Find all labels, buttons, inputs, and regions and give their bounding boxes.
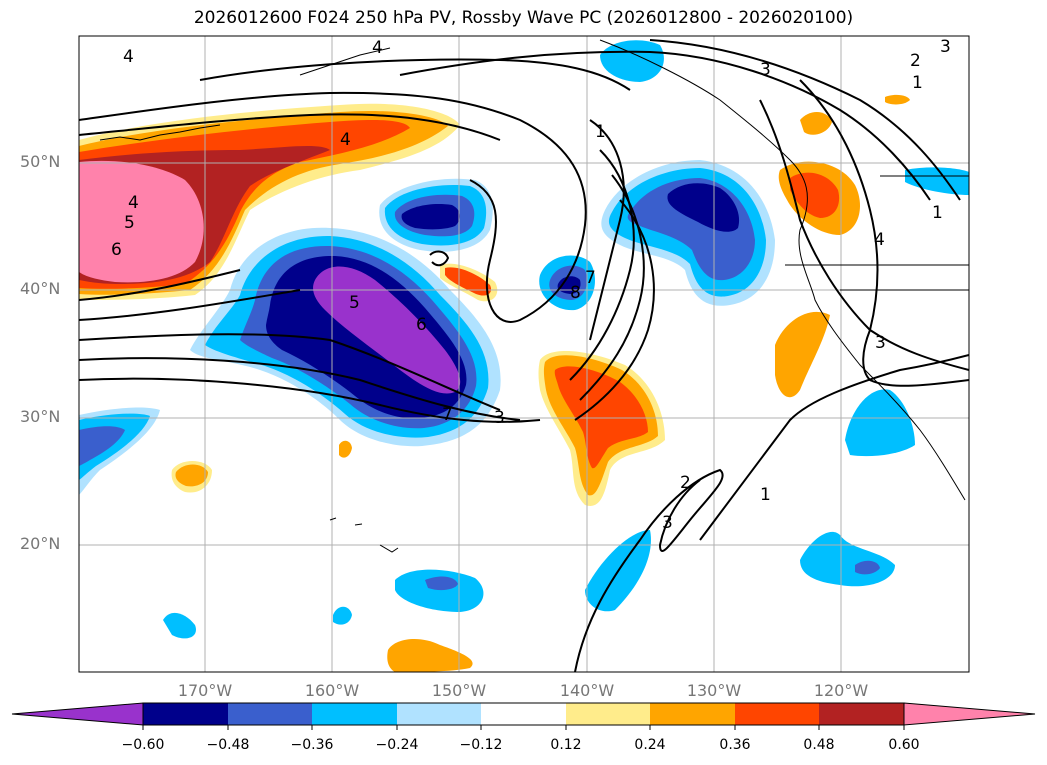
colorbar-tick-label: −0.12 [459,737,503,753]
colorbar-max-extension [903,702,1036,726]
lat-label-50n: 50°N [20,152,61,171]
contour-label: 7 [442,405,453,425]
colorbar-tick-label: −0.48 [206,737,250,753]
contour-label: 7 [585,268,596,288]
contour-label: 4 [123,47,134,67]
contour-label: 8 [570,283,581,303]
contour-label: 3 [494,408,505,428]
map-gridlines [79,36,969,672]
colorbar-tick-label: −0.36 [290,737,334,753]
lon-label-140w: 140°W [559,681,615,700]
contour-label: 6 [111,240,122,260]
contour-label: 1 [760,485,771,505]
colorbar-tick-label: 0.36 [719,737,751,753]
lat-label-40n: 40°N [20,279,61,298]
coastlines [99,39,969,553]
colorbar-tick-label: 0.12 [550,737,582,753]
pv-anomaly-shading [79,40,969,672]
contour-label: 6 [416,315,427,335]
lon-label-170w: 170°W [177,681,233,700]
contour-label: 4 [372,38,383,58]
contour-label: 5 [349,293,360,313]
colorbar-tick-label: 0.60 [888,737,920,753]
contour-label: 2 [910,51,921,71]
lon-label-160w: 160°W [304,681,360,700]
colorbar [11,702,1036,730]
contour-label: 3 [662,513,673,533]
lat-label-20n: 20°N [20,534,61,553]
contour-label: 4 [128,193,139,213]
map-frame [78,35,970,673]
contour-label: 4 [874,230,885,250]
colorbar-tick-label: −0.24 [375,737,419,753]
contour-label: 1 [912,73,923,93]
contour-label: 1 [932,203,943,223]
contour-label: 4 [340,130,351,150]
contour-label: 5 [124,213,135,233]
colorbar-tick-label: 0.48 [803,737,835,753]
lon-label-120w: 120°W [813,681,869,700]
lon-label-130w: 130°W [686,681,742,700]
pv-contours [79,39,969,672]
contour-label-group: 4 4 4 5 6 4 1 5 6 7 8 7 3 3 2 3 1 1 2 3 … [111,37,951,533]
contour-label: 3 [760,60,771,80]
contour-label: 1 [595,122,606,142]
colorbar-tick-label: 0.24 [634,737,666,753]
map-title: 2026012600 F024 250 hPa PV, Rossby Wave … [193,8,854,28]
contour-label: 3 [940,37,951,57]
contour-label: 2 [680,473,691,493]
lon-label-150w: 150°W [431,681,487,700]
contour-label: 3 [875,333,886,353]
colorbar-min-extension [11,702,144,726]
lat-label-30n: 30°N [20,407,61,426]
colorbar-tick-label: −0.60 [121,737,165,753]
